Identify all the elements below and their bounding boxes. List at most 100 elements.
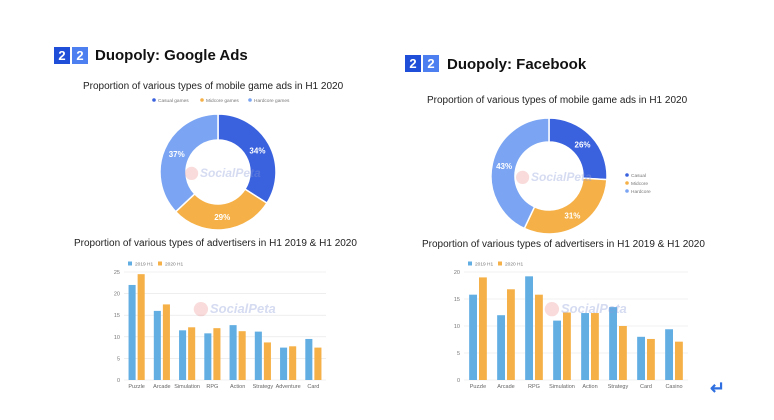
x-tick-label: RPG <box>206 384 218 390</box>
slice-label: 34% <box>249 146 265 155</box>
bar <box>553 320 561 380</box>
watermark-logo-icon <box>193 301 209 317</box>
legend-label: Casual games <box>158 98 189 104</box>
bar <box>479 277 487 380</box>
bar-chart-title: Proportion of various types of advertise… <box>422 239 705 250</box>
bar <box>263 342 271 380</box>
x-tick-label: Arcade <box>153 384 170 390</box>
legend-swatch <box>158 261 162 266</box>
legend-label: Midcore <box>631 181 648 187</box>
watermark-text: SocialPeta <box>200 166 261 180</box>
bar <box>581 313 589 380</box>
y-tick-label: 10 <box>454 324 460 330</box>
bar <box>162 304 170 380</box>
legend-label: Midcore games <box>206 98 239 104</box>
y-tick-label: 10 <box>114 335 120 341</box>
y-tick-label: 0 <box>457 378 460 384</box>
pie-slice <box>490 117 550 230</box>
y-tick-label: 15 <box>114 313 120 319</box>
badge-digit: 2 <box>423 55 439 72</box>
legend-swatch <box>152 98 156 102</box>
bar <box>619 326 627 380</box>
watermark-logo-icon <box>516 170 530 184</box>
section-badge: 2 2 <box>405 55 439 72</box>
bar <box>507 289 515 380</box>
x-tick-label: Simulation <box>174 384 200 390</box>
y-tick-label: 5 <box>457 351 460 357</box>
bar <box>213 328 221 380</box>
google-ads-panel: 2 2 Duopoly: Google Ads Proportion of va… <box>54 47 357 390</box>
pie-slice <box>159 113 219 213</box>
bar <box>665 329 673 380</box>
section-badge: 2 2 <box>54 47 88 64</box>
legend-swatch <box>625 173 629 177</box>
legend-label: 2020 H1 <box>505 262 523 268</box>
slice-label: 37% <box>169 150 185 159</box>
legend-label: Hardcore <box>631 189 651 195</box>
google-donut-chart: 34% 29% 37% SocialPeta Casual games Midcore g… <box>152 98 290 231</box>
bar-chart-title: Proportion of various types of advertise… <box>74 238 357 249</box>
bar <box>204 333 212 380</box>
pie-chart-title: Proportion of various types of mobile ga… <box>427 95 688 106</box>
bar <box>289 346 297 380</box>
bar <box>675 341 683 380</box>
bar <box>497 315 505 380</box>
x-tick-label: Card <box>640 384 652 390</box>
return-arrow-icon: ↵ <box>710 378 726 398</box>
bar <box>153 310 161 380</box>
bar <box>238 331 246 380</box>
bar <box>525 276 533 380</box>
legend-swatch <box>625 181 629 185</box>
y-tick-label: 15 <box>454 297 460 303</box>
slice-label: 29% <box>214 213 230 222</box>
bar <box>637 336 645 380</box>
watermark-logo-icon <box>544 301 560 317</box>
x-tick-label: Adventure <box>276 384 301 390</box>
bar <box>591 313 599 380</box>
facebook-panel: 2 2 Duopoly: Facebook Proportion of vari… <box>387 0 774 420</box>
facebook-bar-chart: 0 5 10 15 20 Puzzle Arcade RPG Simulation Action S… <box>454 261 688 390</box>
y-tick-label: 5 <box>117 356 120 362</box>
x-tick-label: RPG <box>528 384 540 390</box>
watermark-text: SocialPeta <box>531 170 592 184</box>
y-tick-label: 20 <box>454 270 460 276</box>
legend-label: 2019 H1 <box>135 262 153 268</box>
legend-swatch <box>200 98 204 102</box>
legend-label: Casual <box>631 173 646 179</box>
slice-label: 26% <box>575 141 591 150</box>
y-tick-label: 20 <box>114 292 120 298</box>
bar <box>535 294 543 380</box>
bar <box>188 327 196 380</box>
google-bar-chart: 0 5 10 15 20 25 Puzzle Arcade Simulation RPG Actio… <box>114 261 326 390</box>
watermark-text: SocialPeta <box>561 301 627 316</box>
panel-heading: Duopoly: Facebook <box>447 56 587 73</box>
x-tick-label: Simulation <box>549 384 575 390</box>
bar <box>229 325 237 380</box>
bar <box>305 338 313 380</box>
bar <box>254 331 262 380</box>
x-tick-label: Strategy <box>608 384 629 390</box>
bar <box>609 307 617 380</box>
y-tick-label: 0 <box>117 378 120 384</box>
bar <box>563 312 571 380</box>
panel-heading: Duopoly: Google Ads <box>95 47 248 64</box>
slice-label: 31% <box>564 212 580 221</box>
badge-digit: 2 <box>54 47 70 64</box>
x-tick-label: Strategy <box>253 384 274 390</box>
facebook-donut-chart: 26% 31% 43% SocialPeta Casual Midcore Hardcore <box>490 117 651 235</box>
x-tick-label: Casino <box>665 384 682 390</box>
badge-digit: 2 <box>72 47 88 64</box>
legend-swatch <box>468 261 472 266</box>
legend-label: 2020 H1 <box>165 262 183 268</box>
legend-swatch <box>128 261 132 266</box>
y-tick-label: 25 <box>114 270 120 276</box>
legend-label: 2019 H1 <box>475 262 493 268</box>
badge-digit: 2 <box>405 55 421 72</box>
x-tick-label: Action <box>230 384 245 390</box>
legend-swatch <box>625 189 629 193</box>
x-tick-label: Action <box>582 384 597 390</box>
pie-chart-title: Proportion of various types of mobile ga… <box>83 81 344 92</box>
x-tick-label: Arcade <box>497 384 514 390</box>
x-tick-label: Card <box>307 384 319 390</box>
bar <box>647 338 655 380</box>
